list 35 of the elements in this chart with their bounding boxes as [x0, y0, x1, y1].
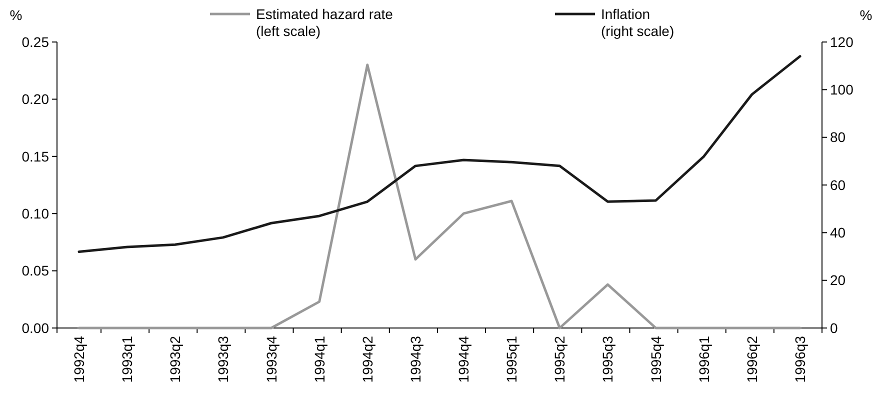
legend-label: Inflation (right scale) [601, 6, 674, 39]
y2-tick-label: 40 [830, 224, 846, 241]
x-tick-label: 1995q4 [648, 336, 664, 383]
x-tick-label: 1996q2 [744, 336, 760, 383]
x-tick-label: 1993q3 [215, 336, 232, 383]
y-tick-label: 0.20 [22, 91, 50, 108]
x-tick-label: 1996q1 [696, 336, 712, 383]
y2-tick-label: 0 [830, 320, 838, 336]
y2-tick-label: 100 [830, 82, 854, 98]
x-tick-label: 1995q1 [504, 336, 520, 383]
x-tick-label: 1994q1 [311, 336, 328, 383]
x-tick-label: 1993q4 [263, 336, 280, 383]
y-axis-title: % [10, 7, 22, 23]
x-tick-label: 1996q3 [792, 336, 808, 383]
x-tick-label: 1994q4 [456, 336, 472, 383]
x-tick-label: 1993q2 [167, 336, 184, 383]
y-tick-label: 0.00 [22, 320, 50, 336]
y-tick-label: 0.15 [22, 148, 50, 164]
y2-tick-label: 120 [830, 34, 854, 50]
y2-tick-label: 20 [830, 272, 846, 288]
y2-axis-title: % [860, 7, 872, 23]
y-tick-label: 0.05 [22, 262, 50, 279]
x-tick-label: 1994q3 [407, 336, 424, 383]
y-tick-label: 0.25 [22, 34, 50, 50]
y2-tick-label: 80 [830, 129, 846, 146]
legend-label: Estimated hazard rate (left scale) [256, 6, 394, 39]
line-series [78, 64, 802, 330]
x-tick-label: 1993q1 [119, 336, 136, 383]
x-tick-label: 1994q2 [359, 336, 376, 383]
x-tick-label: 1992q4 [71, 336, 87, 383]
x-tick-label: 1995q2 [552, 336, 568, 383]
y2-tick-label: 60 [830, 176, 846, 193]
x-tick-label: 1995q3 [600, 336, 616, 383]
line-series [78, 55, 802, 253]
y-tick-label: 0.10 [22, 206, 50, 222]
